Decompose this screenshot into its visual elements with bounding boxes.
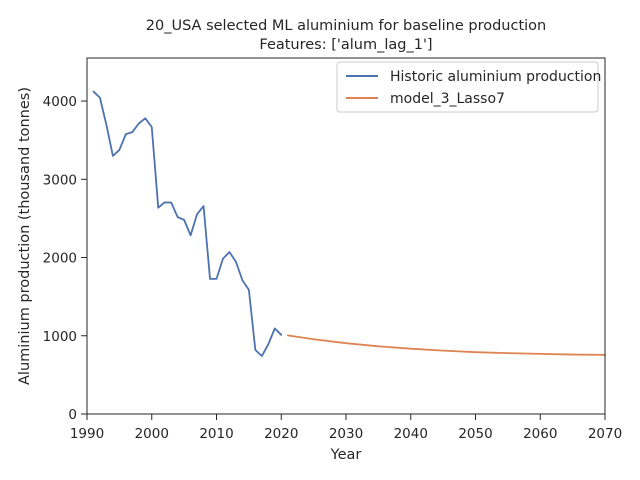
x-tick-label: 2030	[329, 426, 363, 442]
legend-label-model: model_3_Lasso7	[390, 91, 505, 107]
series-line-historic	[92, 90, 283, 357]
legend-label-historic: Historic aluminium production	[390, 69, 601, 85]
x-tick-label: 2060	[523, 426, 557, 442]
legend-box	[336, 61, 599, 113]
x-tick-label: 1990	[70, 426, 104, 442]
series-layer	[92, 90, 606, 357]
x-tick-label: 2040	[394, 426, 428, 442]
x-tick-label: 2000	[135, 426, 169, 442]
chart-title: 20_USA selected ML aluminium for baselin…	[146, 18, 546, 34]
y-tick-label: 4000	[43, 94, 77, 110]
y-tick-label: 2000	[43, 251, 77, 267]
x-axis-ticks: 1990 2000 2010 2020 2030 2040 2050 2060 2070	[70, 414, 622, 442]
y-axis-ticks: 0 1000 2000 3000 4000	[43, 94, 87, 423]
y-tick-label: 3000	[43, 172, 77, 188]
x-tick-label: 2050	[458, 426, 492, 442]
x-tick-label: 2010	[199, 426, 233, 442]
y-tick-label: 1000	[43, 329, 77, 345]
series-line-model	[286, 334, 606, 356]
plot-frame	[86, 57, 606, 415]
y-tick-label: 0	[68, 407, 77, 423]
legend: Historic aluminium production model_3_La…	[336, 61, 601, 113]
chart-subtitle: Features: ['alum_lag_1']	[259, 37, 432, 53]
x-axis-label: Year	[330, 447, 362, 463]
x-tick-label: 2020	[264, 426, 298, 442]
y-axis-label: Aluminium production (thousand tonnes)	[17, 87, 33, 385]
x-tick-label: 2070	[588, 426, 622, 442]
